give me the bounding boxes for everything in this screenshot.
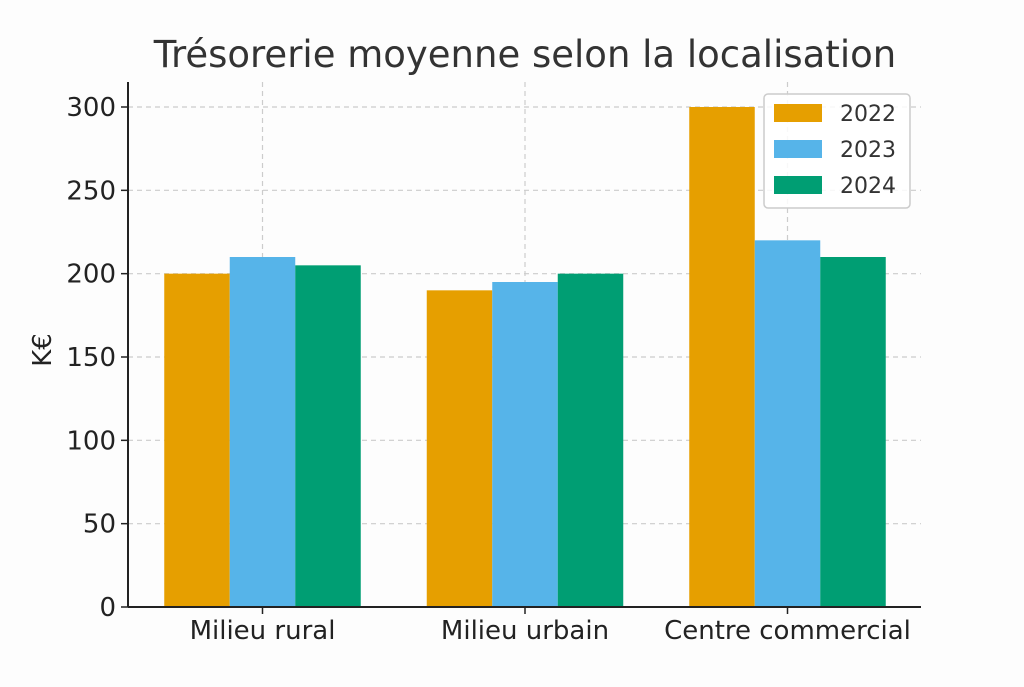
- bar: [557, 273, 624, 607]
- chart-title: Trésorerie moyenne selon la localisation: [153, 33, 896, 76]
- bar: [492, 282, 558, 607]
- y-axis-label: K€: [28, 333, 58, 367]
- tick-labels: 0 50 100 150 200 250 300 Milieu rural Milieu urb…: [66, 93, 911, 646]
- y-tick-label: 250: [66, 176, 116, 206]
- bar: [295, 265, 361, 607]
- bar: [229, 257, 296, 607]
- bars: [164, 107, 886, 608]
- legend-swatch: [774, 104, 822, 122]
- legend: 2022 2023 2024: [763, 93, 911, 209]
- x-tick-label: Milieu urbain: [441, 616, 609, 646]
- y-tick-label: 50: [83, 510, 116, 540]
- x-tick-label: Milieu rural: [190, 616, 336, 646]
- y-tick-label: 300: [66, 93, 116, 123]
- legend-swatch: [774, 140, 822, 158]
- y-tick-label: 0: [99, 593, 116, 623]
- legend-label: 2022: [840, 102, 896, 127]
- y-tick-label: 150: [66, 343, 116, 373]
- bar: [820, 257, 886, 607]
- legend-label: 2024: [840, 174, 896, 199]
- x-tick-label: Centre commercial: [664, 616, 911, 646]
- y-tick-label: 100: [66, 426, 116, 456]
- legend-swatch: [774, 176, 822, 194]
- bar: [164, 273, 230, 607]
- y-tick-label: 200: [66, 260, 116, 290]
- axes: [121, 82, 921, 614]
- legend-label: 2023: [840, 138, 896, 163]
- bar: [426, 290, 493, 607]
- bar: [754, 240, 821, 608]
- bar: [689, 107, 755, 607]
